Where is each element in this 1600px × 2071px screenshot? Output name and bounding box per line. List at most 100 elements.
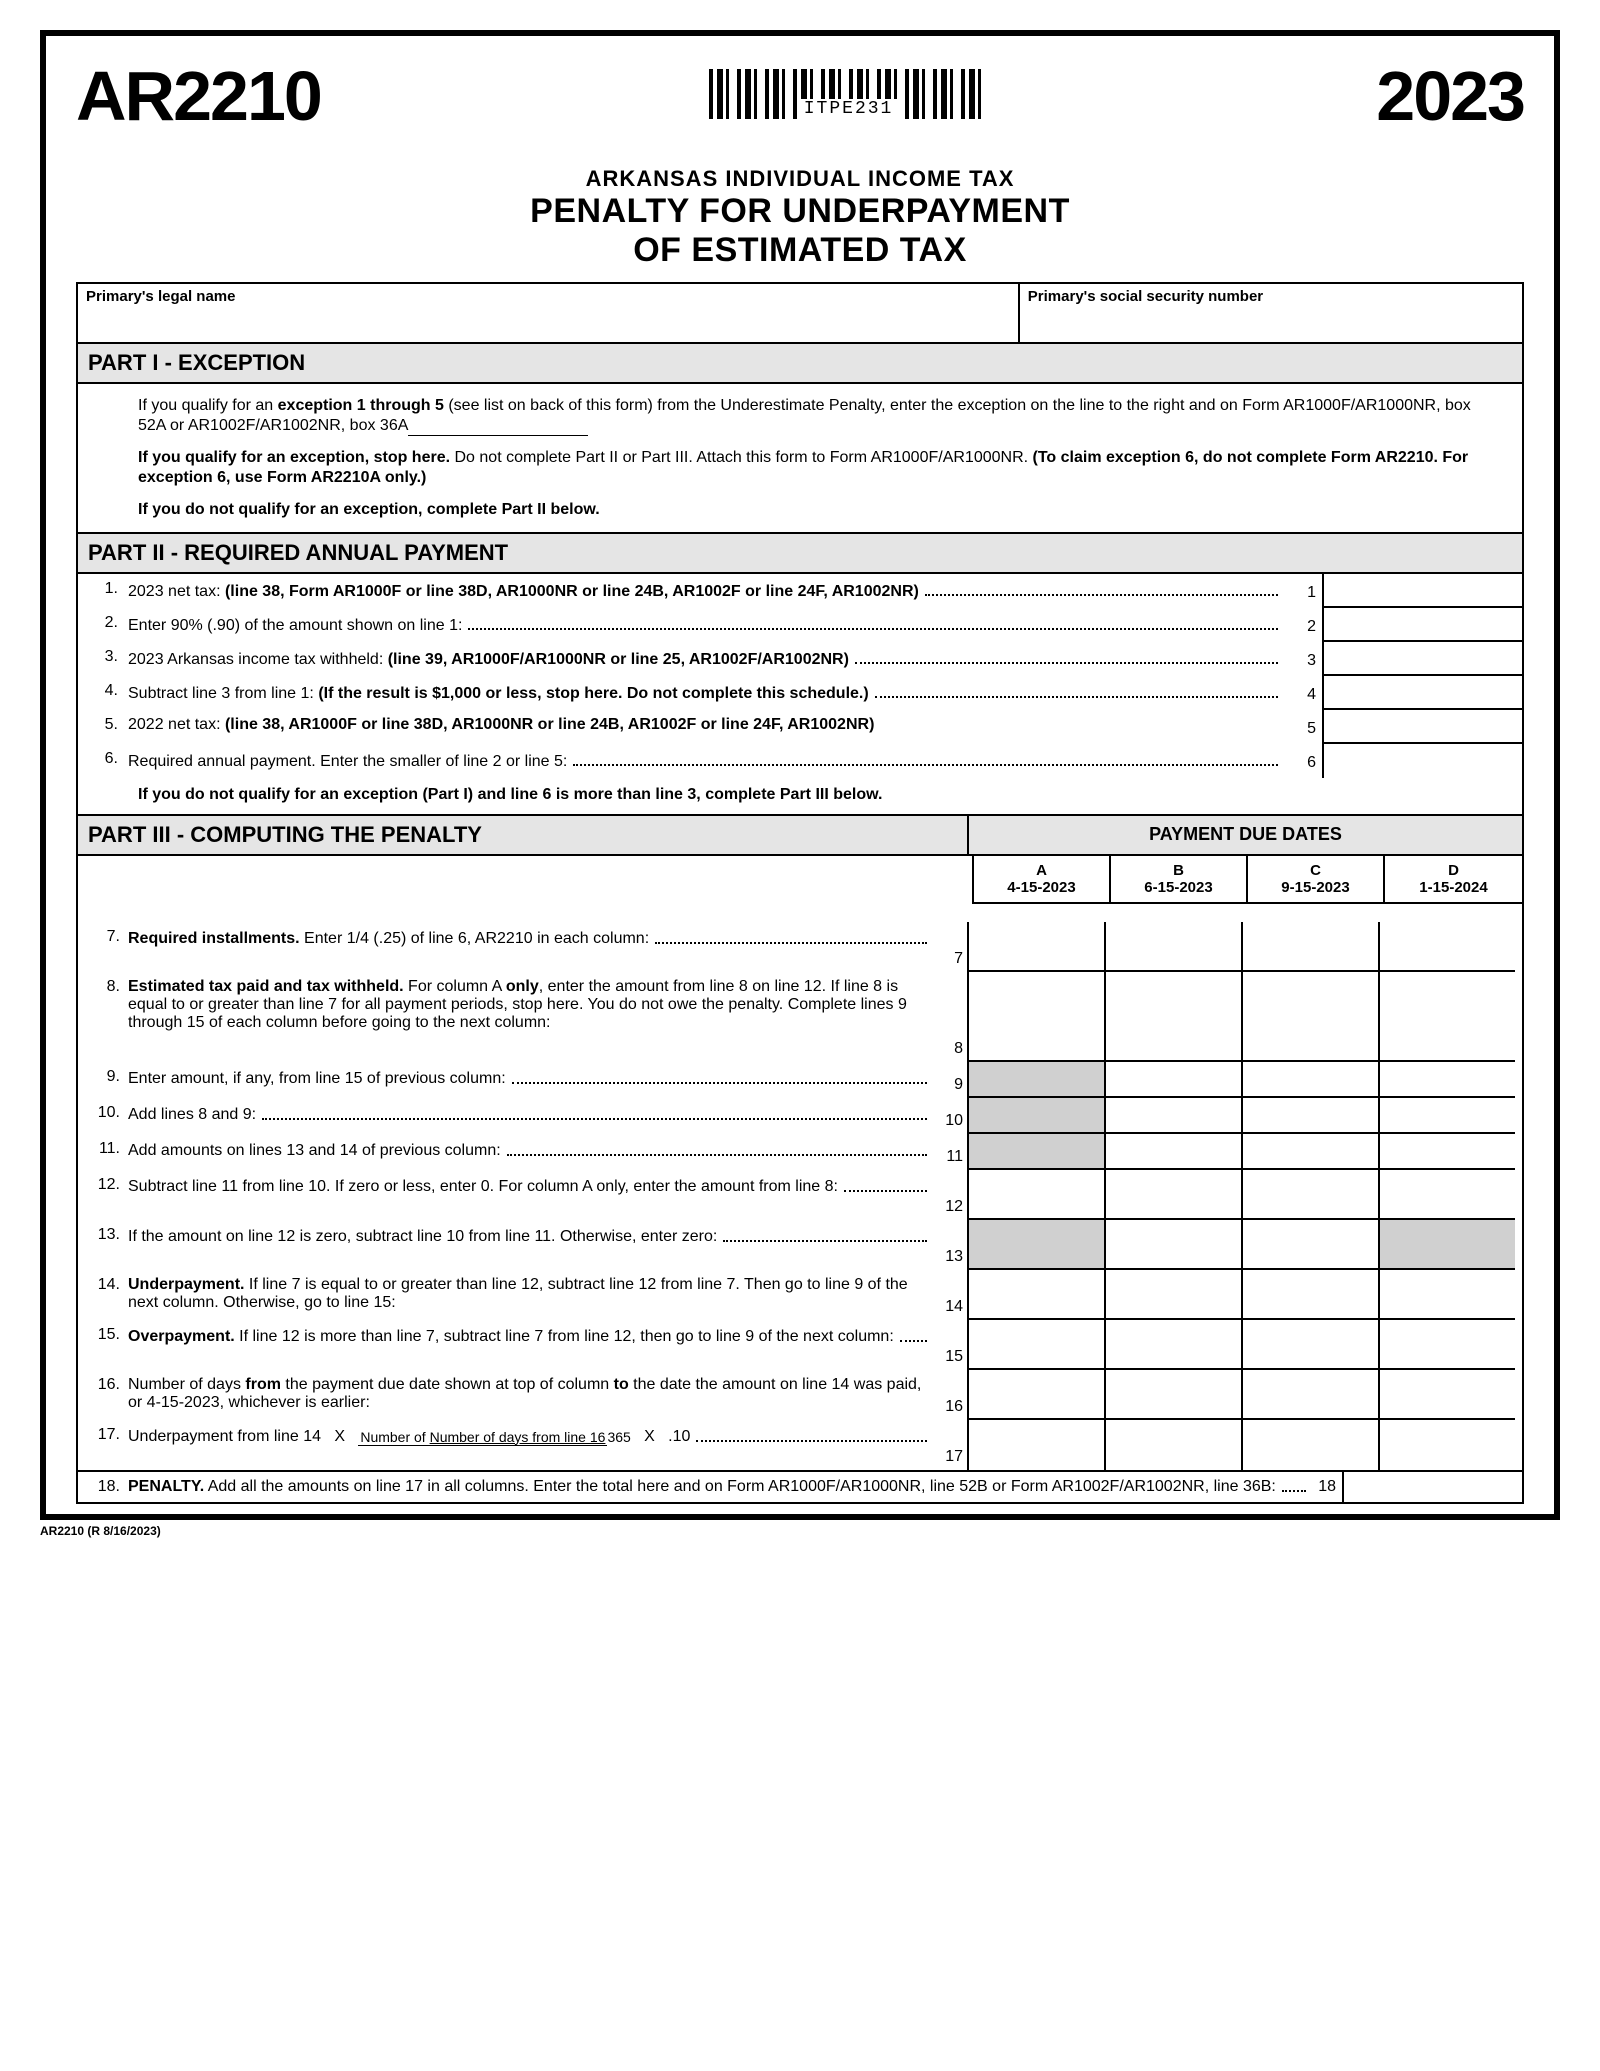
l10-d[interactable] [1378, 1098, 1515, 1134]
l11-c[interactable] [1241, 1134, 1378, 1170]
l15-d[interactable] [1378, 1320, 1515, 1370]
line-3: 3. 2023 Arkansas income tax withheld: (l… [78, 642, 1522, 676]
part1-body: If you qualify for an exception 1 throug… [76, 384, 1524, 534]
l13-b[interactable] [1104, 1220, 1241, 1270]
l14-b[interactable] [1104, 1270, 1241, 1320]
l17-b[interactable] [1104, 1420, 1241, 1470]
ssn-field[interactable]: Primary's social security number [1020, 284, 1522, 342]
l15-b[interactable] [1104, 1320, 1241, 1370]
p3-line11: 11. Add amounts on lines 13 and 14 of pr… [78, 1134, 1522, 1170]
part3-header-row: PART III - COMPUTING THE PENALTY PAYMENT… [76, 816, 1524, 856]
line2-box[interactable] [1322, 608, 1522, 642]
line5-box[interactable] [1322, 710, 1522, 744]
p3-line17: 17. Underpayment from line 14 X Number o… [78, 1420, 1522, 1470]
l8-d[interactable] [1378, 972, 1515, 1062]
l11-b[interactable] [1104, 1134, 1241, 1170]
barcode: ITPE231 [709, 69, 989, 119]
l12-b[interactable] [1104, 1170, 1241, 1220]
form-page: AR2210 ITPE231 2023 ARKANSAS INDIVIDUAL … [40, 30, 1560, 1520]
l10-b[interactable] [1104, 1098, 1241, 1134]
l8-a[interactable] [967, 972, 1104, 1062]
date-col-d: D1-15-2024 [1385, 856, 1522, 904]
dates-header: PAYMENT DUE DATES [969, 816, 1522, 854]
l15-a[interactable] [967, 1320, 1104, 1370]
part3-body: A4-15-2023 B6-15-2023 C9-15-2023 D1-15-2… [76, 856, 1524, 1504]
l9-a [967, 1062, 1104, 1098]
l13-c[interactable] [1241, 1220, 1378, 1270]
part2-footer: If you do not qualify for an exception (… [78, 778, 1522, 814]
l7-d[interactable] [1378, 922, 1515, 972]
l12-d[interactable] [1378, 1170, 1515, 1220]
p3-line8: 8. Estimated tax paid and tax withheld. … [78, 972, 1522, 1062]
line-4: 4. Subtract line 3 from line 1: (If the … [78, 676, 1522, 710]
p3-line12: 12. Subtract line 11 from line 10. If ze… [78, 1170, 1522, 1220]
header: AR2210 ITPE231 2023 [76, 56, 1524, 136]
exception-blank[interactable] [408, 435, 588, 436]
name-field[interactable]: Primary's legal name [78, 284, 1020, 342]
l7-c[interactable] [1241, 922, 1378, 972]
title-line1: ARKANSAS INDIVIDUAL INCOME TAX [76, 166, 1524, 192]
barcode-wrap: ITPE231 [709, 69, 989, 124]
l9-c[interactable] [1241, 1062, 1378, 1098]
ssn-label: Primary's social security number [1028, 288, 1263, 305]
part2-body: 1. 2023 net tax: (line 38, Form AR1000F … [76, 574, 1524, 816]
l17-a[interactable] [967, 1420, 1104, 1470]
part1-p1: If you qualify for an exception 1 throug… [138, 396, 1502, 436]
part1-p2: If you qualify for an exception, stop he… [138, 448, 1502, 488]
date-col-c: C9-15-2023 [1248, 856, 1385, 904]
p3-line10: 10. Add lines 8 and 9: 10 [78, 1098, 1522, 1134]
p3-line13: 13. If the amount on line 12 is zero, su… [78, 1220, 1522, 1270]
p3-line9: 9. Enter amount, if any, from line 15 of… [78, 1062, 1522, 1098]
l13-d [1378, 1220, 1515, 1270]
line6-box[interactable] [1322, 744, 1522, 778]
line-1: 1. 2023 net tax: (line 38, Form AR1000F … [78, 574, 1522, 608]
title-line3: OF ESTIMATED TAX [76, 231, 1524, 270]
l15-c[interactable] [1241, 1320, 1378, 1370]
l10-c[interactable] [1241, 1098, 1378, 1134]
l9-b[interactable] [1104, 1062, 1241, 1098]
l8-c[interactable] [1241, 972, 1378, 1062]
line4-box[interactable] [1322, 676, 1522, 710]
l14-a[interactable] [967, 1270, 1104, 1320]
l16-b[interactable] [1104, 1370, 1241, 1420]
date-col-a: A4-15-2023 [974, 856, 1111, 904]
l10-a [967, 1098, 1104, 1134]
l14-c[interactable] [1241, 1270, 1378, 1320]
l12-a[interactable] [967, 1170, 1104, 1220]
title-block: ARKANSAS INDIVIDUAL INCOME TAX PENALTY F… [76, 166, 1524, 270]
p3-line14: 14. Underpayment. If line 7 is equal to … [78, 1270, 1522, 1320]
line-6: 6. Required annual payment. Enter the sm… [78, 744, 1522, 778]
line-5: 5. 2022 net tax: (line 38, AR1000F or li… [78, 710, 1522, 744]
date-col-b: B6-15-2023 [1111, 856, 1248, 904]
p3-line7: 7. Required installments. Enter 1/4 (.25… [78, 922, 1522, 972]
part2-header: PART II - REQUIRED ANNUAL PAYMENT [76, 534, 1524, 574]
footer-note: AR2210 (R 8/16/2023) [40, 1524, 1560, 1538]
l14-d[interactable] [1378, 1270, 1515, 1320]
title-line2: PENALTY FOR UNDERPAYMENT [76, 192, 1524, 231]
p3-line16: 16. Number of days from the payment due … [78, 1370, 1522, 1420]
form-code: AR2210 [76, 56, 321, 136]
l13-a [967, 1220, 1104, 1270]
line1-box[interactable] [1322, 574, 1522, 608]
l9-d[interactable] [1378, 1062, 1515, 1098]
l11-d[interactable] [1378, 1134, 1515, 1170]
l16-c[interactable] [1241, 1370, 1378, 1420]
name-ssn-row: Primary's legal name Primary's social se… [76, 282, 1524, 344]
l16-d[interactable] [1378, 1370, 1515, 1420]
l8-b[interactable] [1104, 972, 1241, 1062]
l17-c[interactable] [1241, 1420, 1378, 1470]
line3-box[interactable] [1322, 642, 1522, 676]
l7-a[interactable] [967, 922, 1104, 972]
line-2: 2. Enter 90% (.90) of the amount shown o… [78, 608, 1522, 642]
part1-header: PART I - EXCEPTION [76, 342, 1524, 384]
l17-d[interactable] [1378, 1420, 1515, 1470]
l12-c[interactable] [1241, 1170, 1378, 1220]
l7-b[interactable] [1104, 922, 1241, 972]
p3-line15: 15. Overpayment. If line 12 is more than… [78, 1320, 1522, 1370]
p3-line18: 18. PENALTY. Add all the amounts on line… [78, 1470, 1522, 1502]
part1-p3: If you do not qualify for an exception, … [138, 500, 1502, 520]
name-label: Primary's legal name [86, 288, 235, 305]
barcode-text: ITPE231 [800, 99, 898, 119]
l16-a[interactable] [967, 1370, 1104, 1420]
l18-box[interactable] [1342, 1472, 1522, 1502]
